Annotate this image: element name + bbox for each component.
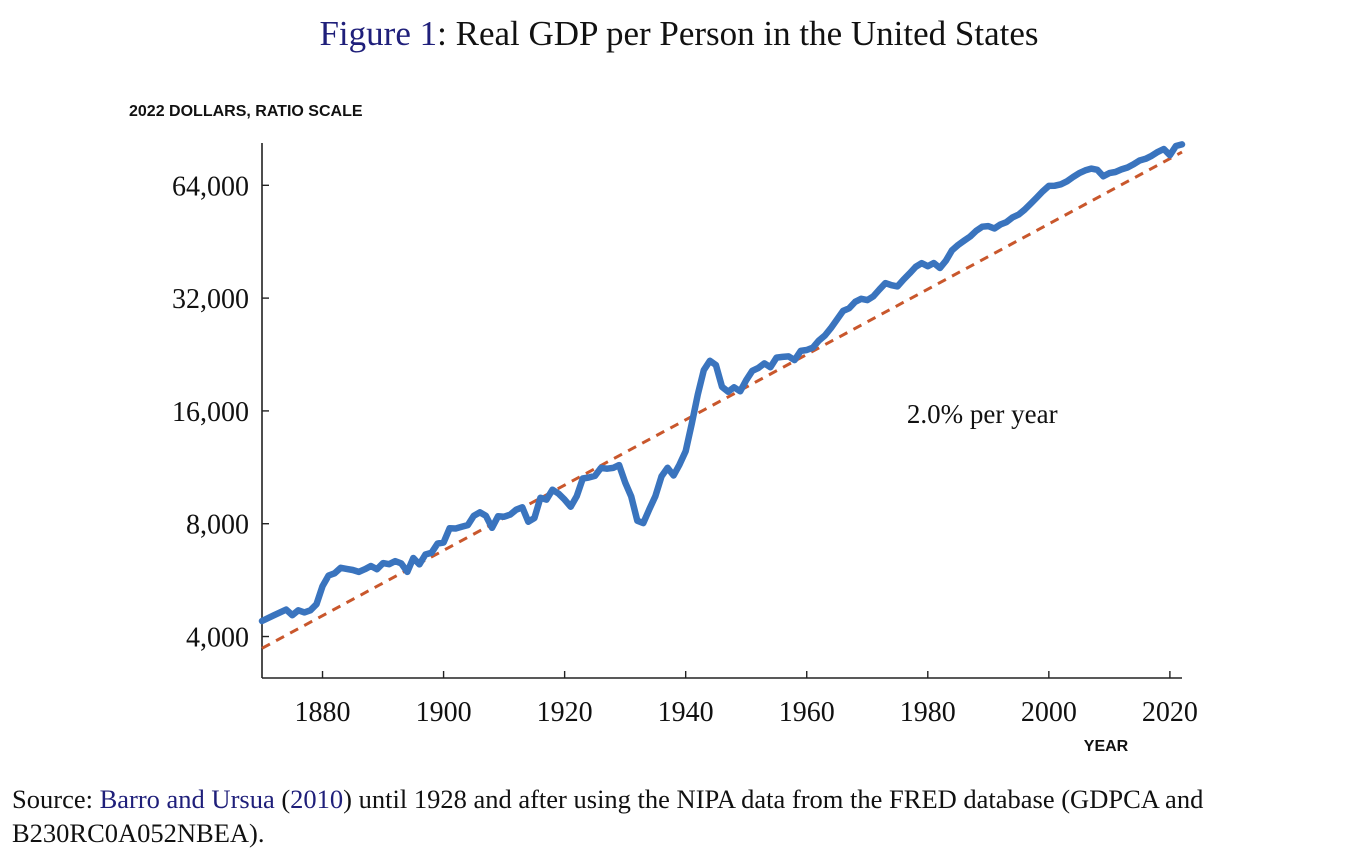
y-tick-label: 32,000 — [172, 284, 249, 315]
x-tick-label: 1980 — [900, 697, 956, 728]
citation-open: ( — [274, 784, 291, 814]
y-tick-label: 8,000 — [186, 510, 249, 541]
citation-year-link[interactable]: 2010 — [290, 784, 344, 814]
title-separator: : — [437, 14, 447, 53]
x-tick-label: 1960 — [779, 697, 835, 728]
series-layer — [258, 141, 1186, 650]
x-tick-label: 1920 — [537, 697, 593, 728]
x-tick-label: 1880 — [295, 697, 351, 728]
y-tick-label: 64,000 — [172, 171, 249, 202]
gdp-per-person-line — [258, 141, 1186, 625]
citation-close: ) — [343, 784, 352, 814]
x-tick-label: 2020 — [1142, 697, 1198, 728]
x-ticks: 1880 1900 1920 1940 1960 1980 2000 2020 — [295, 671, 1198, 728]
source-prefix: Source: — [12, 784, 100, 814]
source-text: until 1928 and after using the NIPA data… — [12, 784, 1204, 848]
x-tick-label: 1940 — [658, 697, 714, 728]
y-ticks: 4,000 8,000 16,000 32,000 64,000 — [172, 171, 269, 654]
citation-authors-link[interactable]: Barro and Ursua — [99, 784, 275, 814]
figure-title: Figure 1: Real GDP per Person in the Uni… — [0, 12, 1358, 56]
x-tick-label: 2000 — [1021, 697, 1077, 728]
title-text: Real GDP per Person in the United States — [446, 14, 1039, 53]
source-note: Source: Barro and Ursua (2010) until 192… — [12, 782, 1352, 850]
y-tick-label: 16,000 — [172, 397, 249, 428]
figure-reference-link[interactable]: Figure 1 — [319, 14, 438, 53]
y-tick-label: 4,000 — [186, 623, 249, 654]
x-tick-label: 1900 — [416, 697, 472, 728]
trend-line-dashed — [261, 150, 1183, 650]
growth-rate-annotation: 2.0% per year — [907, 399, 1058, 429]
gdp-line-chart: 2022 DOLLARS, RATIO SCALE 4,000 8,000 16,0… — [129, 103, 1198, 755]
y-axis-label: 2022 DOLLARS, RATIO SCALE — [129, 103, 363, 120]
x-axis-label: YEAR — [1084, 738, 1129, 755]
